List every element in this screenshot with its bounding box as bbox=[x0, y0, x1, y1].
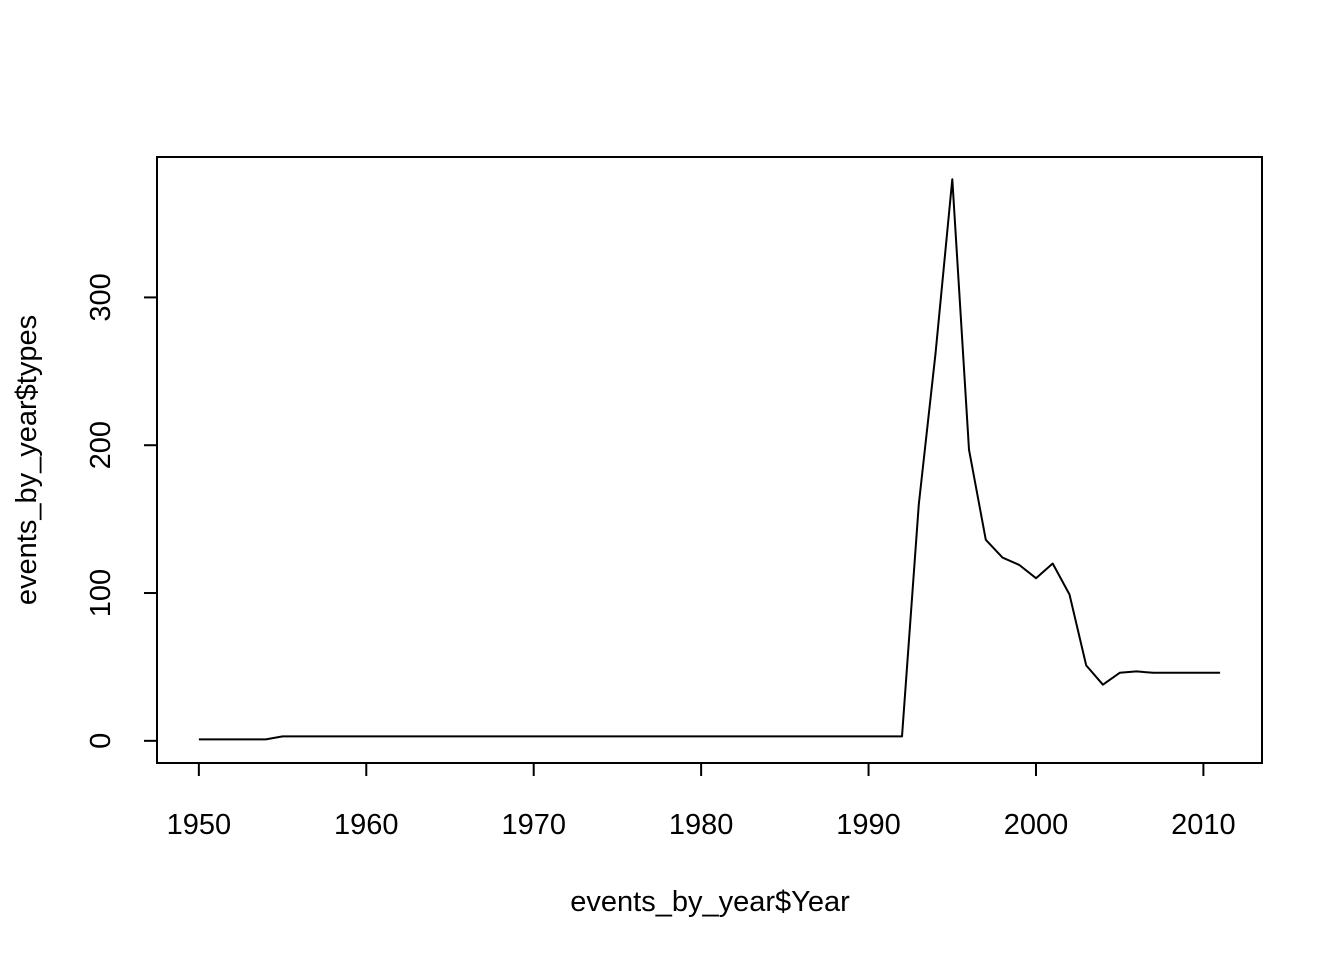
y-tick-label: 300 bbox=[85, 273, 117, 321]
y-axis: 0 100 200 300 bbox=[85, 273, 158, 749]
x-axis-label: events_by_year$Year bbox=[570, 886, 850, 918]
x-axis: 1950 1960 1970 1980 1990 2000 2010 bbox=[167, 762, 1236, 841]
x-tick-label: 1990 bbox=[836, 809, 901, 841]
y-tick-label: 0 bbox=[85, 733, 117, 749]
plot-frame bbox=[156, 156, 1263, 764]
series-line bbox=[198, 178, 1221, 741]
y-tick-label: 100 bbox=[85, 569, 117, 617]
x-tick-label: 2010 bbox=[1171, 809, 1236, 841]
y-axis-label: events_by_year$types bbox=[11, 315, 43, 605]
x-tick-label: 1980 bbox=[669, 809, 734, 841]
x-tick-label: 2000 bbox=[1004, 809, 1069, 841]
y-tick-label: 200 bbox=[85, 421, 117, 469]
x-tick-label: 1970 bbox=[501, 809, 566, 841]
x-tick-label: 1960 bbox=[334, 809, 399, 841]
x-tick-label: 1950 bbox=[167, 809, 232, 841]
